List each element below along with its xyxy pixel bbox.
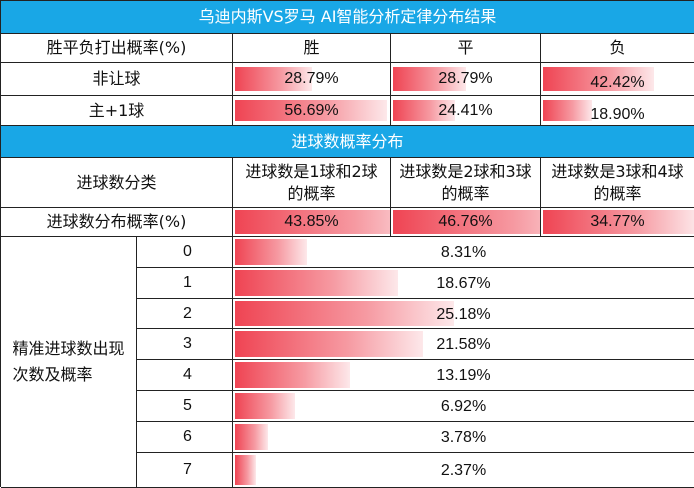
goal-detail-cell-0: 8.31% (233, 237, 694, 268)
goal-class-header-2: 进球数是3球和4球的概率 (541, 158, 694, 208)
title-banner: 乌迪内斯VS罗马 AI智能分析定律分布结果 (1, 1, 694, 34)
goal-section-title: 进球数概率分布 (1, 126, 694, 158)
goal-class-row-label-text: 进球数分布概率(%) (46, 212, 187, 231)
result-header-0: 胜平负打出概率(%) (1, 34, 233, 63)
goal-class-header-0-text: 进球数是1球和2球的概率 (245, 161, 378, 203)
goal-class-header-label: 进球数分类 (1, 158, 233, 208)
goal-class-cell-0: 43.85% (233, 208, 391, 237)
goal-detail-goals-0-text: 0 (183, 243, 192, 260)
goal-detail-goals-2-text: 2 (183, 304, 192, 322)
goal-detail-cell-7: 2.37% (233, 453, 694, 488)
result-cell-1-0-bar (235, 100, 387, 121)
result-header-0-text: 胜平负打出概率(%) (46, 38, 187, 57)
goal-detail-goals-3-text: 3 (183, 335, 192, 352)
goal-detail-cell-3-bar (235, 331, 423, 357)
goal-detail-goals-5: 5 (137, 391, 233, 422)
goal-detail-goals-1-text: 1 (183, 274, 192, 291)
goal-detail-goals-6-text: 6 (183, 428, 192, 445)
result-cell-1-0: 56.69% (233, 96, 391, 126)
goal-detail-cell-7-bar (235, 455, 256, 485)
goal-class-cell-2-bar (543, 210, 694, 234)
goal-class-cell-2: 34.77% (541, 208, 694, 237)
result-cell-1-2-value: 18.90% (590, 105, 645, 123)
goal-detail-cell-4-bar (235, 362, 350, 388)
result-row-label-1-text: 主+1球 (88, 100, 145, 120)
result-header-1-text: 胜 (303, 38, 320, 57)
goal-detail-goals-6: 6 (137, 422, 233, 453)
result-header-2-text: 平 (457, 38, 474, 57)
goal-detail-cell-0-bar (235, 239, 307, 265)
result-cell-0-2-value: 42.42% (590, 74, 645, 91)
result-row-label-1: 主+1球 (1, 96, 233, 126)
goal-detail-side-label: 精准进球数出现次数及概率 (1, 237, 137, 488)
goal-detail-goals-2: 2 (137, 299, 233, 329)
result-cell-1-2: 18.90% (541, 96, 694, 126)
goal-detail-cell-0-value: 8.31% (440, 244, 487, 261)
goal-detail-cell-6-bar (235, 424, 268, 450)
goal-detail-goals-0: 0 (137, 237, 233, 268)
goal-detail-cell-6: 3.78% (233, 422, 694, 453)
result-cell-0-1: 28.79% (391, 63, 541, 96)
goal-class-cell-1-value: 46.76% (438, 213, 493, 230)
result-cell-0-0: 28.79% (233, 63, 391, 96)
goal-detail-goals-3: 3 (137, 329, 233, 360)
goal-detail-cell-5-value: 6.92% (440, 398, 487, 415)
goal-class-cell-2-value: 34.77% (590, 213, 645, 230)
goal-detail-goals-7-text: 7 (183, 461, 192, 478)
result-cell-1-1-bar (393, 100, 455, 121)
goal-class-cell-0-bar (235, 210, 390, 234)
goal-class-header-2-text: 进球数是3球和4球的概率 (551, 161, 684, 203)
goal-detail-cell-2-bar (235, 301, 454, 326)
goal-detail-cell-7-value: 2.37% (440, 462, 487, 479)
goal-detail-goals-4: 4 (137, 360, 233, 391)
result-cell-0-2: 42.42% (541, 63, 694, 96)
goal-detail-goals-5-text: 5 (183, 397, 192, 414)
result-cell-1-1-value: 24.41% (438, 101, 493, 119)
title-banner-text: 乌迪内斯VS罗马 AI智能分析定律分布结果 (198, 7, 497, 26)
result-row-label-0: 非让球 (1, 63, 233, 96)
goal-class-header-1-text: 进球数是2球和3球的概率 (399, 161, 532, 203)
result-cell-1-2-bar (543, 100, 592, 121)
goal-detail-cell-5-bar (235, 393, 295, 419)
goal-section-title-text: 进球数概率分布 (291, 131, 404, 151)
result-header-1: 胜 (233, 34, 391, 63)
goal-detail-side-label-text: 精准进球数出现次数及概率 (12, 339, 125, 384)
goal-detail-goals-1: 1 (137, 268, 233, 299)
goal-detail-cell-1-bar (235, 270, 398, 296)
result-cell-0-0-bar (235, 67, 312, 91)
goal-detail-cell-6-value: 3.78% (440, 429, 487, 446)
goal-detail-cell-1: 18.67% (233, 268, 694, 299)
goal-class-cell-1-bar (393, 210, 540, 234)
goal-detail-cell-1-value: 18.67% (436, 275, 491, 292)
result-cell-1-1: 24.41% (391, 96, 541, 126)
result-cell-0-0-value: 28.79% (284, 70, 339, 87)
result-header-3-text: 负 (609, 38, 626, 57)
goal-detail-cell-2-value: 25.18% (436, 305, 491, 323)
result-header-2: 平 (391, 34, 541, 63)
goal-detail-cell-2: 25.18% (233, 299, 694, 329)
result-cell-0-2-bar (543, 67, 654, 91)
goal-detail-goals-7: 7 (137, 453, 233, 488)
goal-class-cell-1: 46.76% (391, 208, 541, 237)
goal-detail-goals-4-text: 4 (183, 366, 192, 383)
goal-class-row-label: 进球数分布概率(%) (1, 208, 233, 237)
result-cell-0-1-value: 28.79% (438, 70, 493, 87)
goal-detail-cell-4: 13.19% (233, 360, 694, 391)
goal-class-cell-0-value: 43.85% (284, 213, 339, 230)
goal-detail-cell-4-value: 13.19% (436, 367, 491, 384)
goal-detail-cell-3: 21.58% (233, 329, 694, 360)
goal-class-header-1: 进球数是2球和3球的概率 (391, 158, 541, 208)
goal-class-header-0: 进球数是1球和2球的概率 (233, 158, 391, 208)
goal-detail-cell-3-value: 21.58% (436, 336, 491, 353)
result-row-label-0-text: 非让球 (92, 69, 141, 88)
goal-class-header-label-text: 进球数分类 (76, 172, 157, 192)
result-cell-1-0-value: 56.69% (284, 101, 339, 119)
result-header-3: 负 (541, 34, 694, 63)
result-cell-0-1-bar (393, 67, 466, 91)
goal-detail-cell-5: 6.92% (233, 391, 694, 422)
